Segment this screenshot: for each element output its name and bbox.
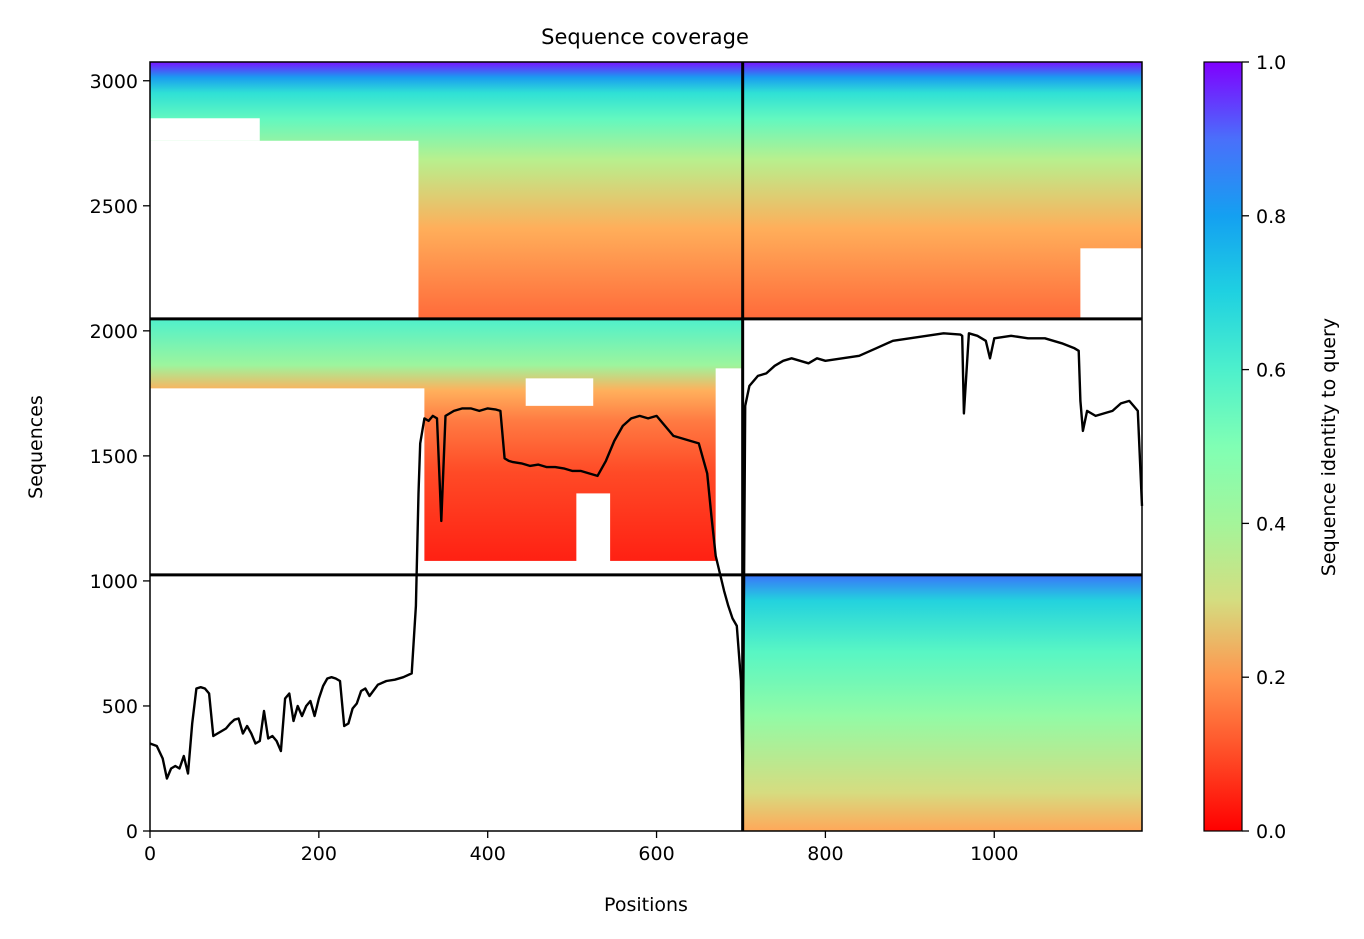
x-axis: 0 200 400 600 800 1000 xyxy=(144,831,1018,865)
colorbar-label: Sequence identity to query xyxy=(1318,318,1340,576)
y-tick-label: 500 xyxy=(102,696,138,718)
plot-area xyxy=(149,61,1144,832)
x-tick-label: 600 xyxy=(638,843,674,865)
colorbar: 0.0 0.2 0.4 0.6 0.8 1.0 Sequence identity to … xyxy=(1203,52,1340,843)
y-tick-label: 3000 xyxy=(90,71,138,93)
colorbar-tick-label: 0.8 xyxy=(1256,206,1286,228)
coverage-gap xyxy=(715,368,743,575)
colorbar-ticks: 0.0 0.2 0.4 0.6 0.8 1.0 xyxy=(1242,52,1286,843)
y-tick-label: 2500 xyxy=(90,196,138,218)
y-tick-label: 1000 xyxy=(90,571,138,593)
colorbar-tick-label: 0.2 xyxy=(1256,667,1286,689)
x-tick-label: 200 xyxy=(301,843,337,865)
y-tick-label: 2000 xyxy=(90,321,138,343)
coverage-gap xyxy=(525,378,594,406)
coverage-gap xyxy=(150,388,425,575)
y-tick-label: 1500 xyxy=(90,446,138,468)
coverage-gap xyxy=(150,140,419,319)
coverage-gap xyxy=(1080,248,1142,319)
coverage-block-top-right xyxy=(742,62,1142,319)
colorbar-tick-label: 1.0 xyxy=(1256,52,1286,74)
coverage-gap xyxy=(576,493,611,575)
colorbar-tick-label: 0.0 xyxy=(1256,821,1286,843)
coverage-gap xyxy=(150,560,743,575)
y-axis: 0 500 1000 1500 2000 2500 3000 xyxy=(90,71,150,843)
x-tick-label: 0 xyxy=(144,843,156,865)
y-axis-label: Sequences xyxy=(25,395,47,499)
colorbar-gradient xyxy=(1203,61,1243,832)
colorbar-tick-label: 0.4 xyxy=(1256,513,1286,535)
chart-title: Sequence coverage xyxy=(541,25,749,49)
x-tick-label: 1000 xyxy=(970,843,1018,865)
colorbar-tick-label: 0.6 xyxy=(1256,360,1286,382)
x-tick-label: 800 xyxy=(807,843,843,865)
coverage-block-bottom-right xyxy=(742,574,1142,831)
plot-frame xyxy=(149,61,1143,832)
x-tick-label: 400 xyxy=(470,843,506,865)
coverage-line xyxy=(149,332,1144,788)
coverage-gap xyxy=(150,118,260,141)
y-tick-label: 0 xyxy=(126,821,138,843)
x-axis-label: Positions xyxy=(604,894,688,916)
